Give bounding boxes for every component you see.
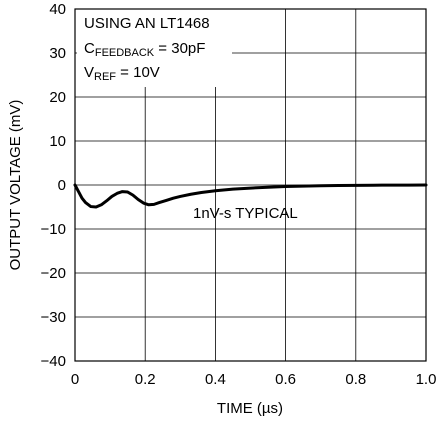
- x-tick-label: 0.6: [275, 371, 296, 388]
- y-tick-label: −40: [41, 353, 66, 370]
- plot-frame: [74, 8, 427, 362]
- y-tick-label: 10: [49, 133, 66, 150]
- annotation-line-3: VREF = 10V: [84, 64, 160, 83]
- annotation-box: [77, 9, 232, 87]
- y-tick-label: 40: [49, 1, 66, 18]
- annotation-line-3-main: V: [84, 64, 94, 81]
- y-tick-label: −20: [41, 265, 66, 282]
- y-tick-labels: 40 30 20 10 0 −10 −20 −30 −40: [41, 1, 66, 370]
- annotation-line-3-sub: REF: [94, 71, 116, 83]
- series-line: [73, 183, 428, 209]
- y-tick-label: 0: [58, 177, 66, 194]
- curve-layer: [73, 183, 428, 209]
- x-tick-label: 0.8: [345, 371, 366, 388]
- annotation-line-3-rest: = 10V: [116, 64, 160, 81]
- y-tick-label: −30: [41, 309, 66, 326]
- curve-label: 1nV-s TYPICAL: [193, 205, 298, 222]
- y-axis-label: OUTPUT VOLTAGE (mV): [7, 100, 24, 271]
- x-axis-label: TIME (µs): [217, 400, 283, 417]
- y-tick-label: −10: [41, 221, 66, 238]
- annotation-line-2-sub: FEEDBACK: [95, 47, 155, 59]
- x-tick-label: 1.0: [416, 371, 437, 388]
- annotation-line-1: USING AN LT1468: [84, 15, 210, 32]
- x-tick-label: 0.4: [205, 371, 226, 388]
- y-tick-label: 20: [49, 89, 66, 106]
- annotation-line-2-rest: = 30pF: [154, 40, 205, 57]
- x-tick-label: 0.2: [135, 371, 156, 388]
- x-tick-label: 0: [71, 371, 79, 388]
- y-tick-label: 30: [49, 45, 66, 62]
- x-tick-labels: 0 0.2 0.4 0.6 0.8 1.0: [71, 371, 437, 388]
- annotation-line-2: CFEEDBACK = 30pF: [84, 40, 205, 59]
- annotation-line-2-main: C: [84, 40, 95, 57]
